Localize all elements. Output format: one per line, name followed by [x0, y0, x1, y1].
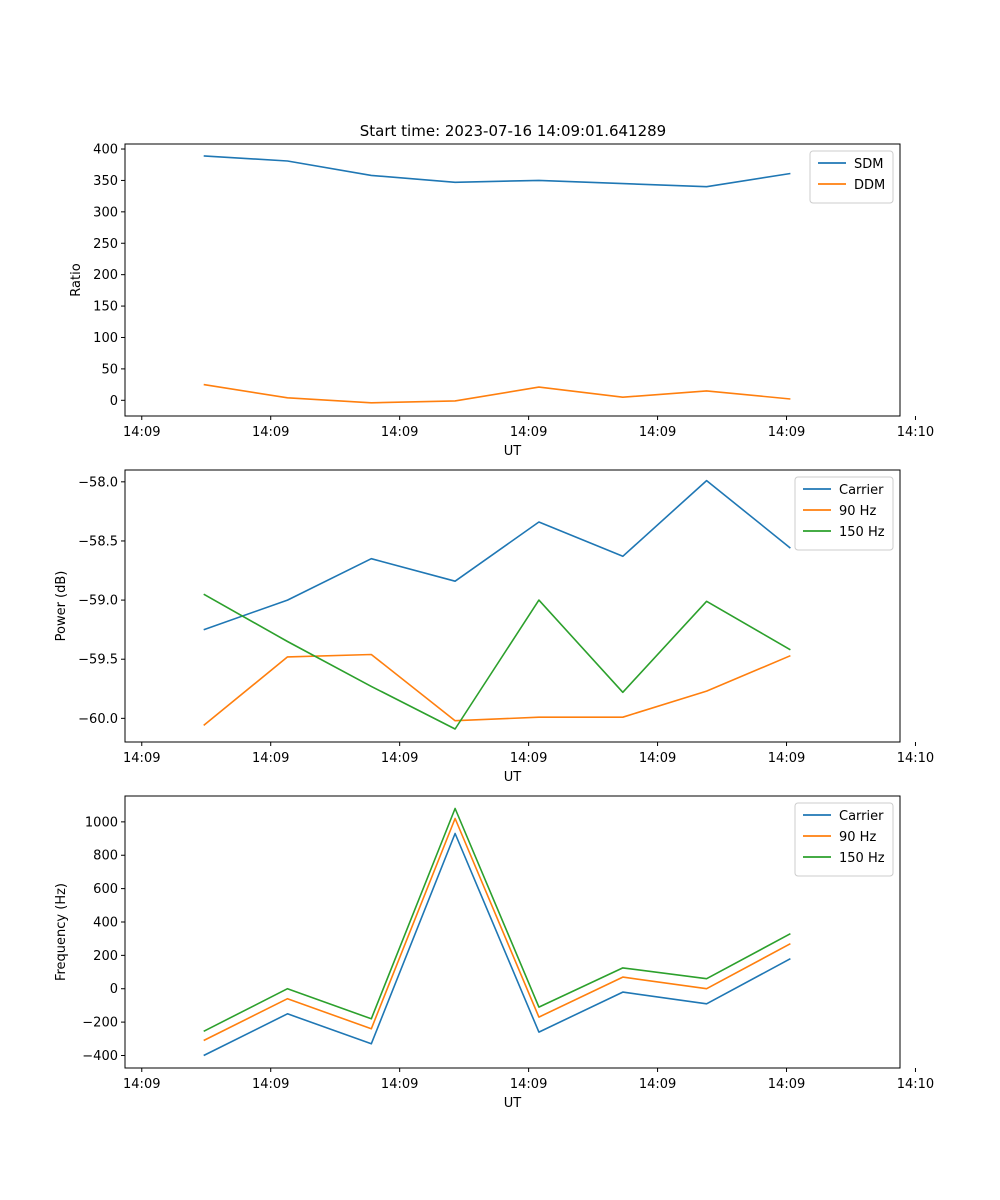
legend-label: Carrier — [839, 483, 884, 498]
x-tick-label: 14:09 — [123, 751, 160, 766]
y-tick-label: 1000 — [85, 815, 118, 830]
x-tick-label: 14:10 — [897, 425, 934, 440]
x-tick-label: 14:09 — [123, 1077, 160, 1092]
chart-panel-3: 14:09 14:09 14:09 14:09 14:09 14:09 14:10 −400 −… — [54, 795, 934, 1111]
legend-label: DDM — [854, 178, 885, 193]
series-line-carrier — [203, 479, 791, 631]
figure-title: Start time: 2023-07-16 14:09:01.641289 — [360, 122, 666, 140]
chart-panel-1: 14:09 14:09 14:09 14:09 14:09 14:09 14:10 0 50 10… — [69, 143, 934, 459]
x-tick-label: 14:10 — [897, 751, 934, 766]
x-axis-label: UT — [504, 770, 522, 785]
y-tick-label: 400 — [93, 143, 118, 158]
y-tick-label: −59.5 — [78, 653, 118, 668]
y-axis-label: Power (dB) — [54, 571, 69, 642]
axes-frame — [124, 469, 901, 743]
y-tick-label: 350 — [93, 174, 118, 189]
y-tick-label: −200 — [82, 1016, 118, 1031]
series-line-ddm — [203, 383, 791, 404]
y-tick-label: −58.0 — [78, 475, 118, 490]
x-tick-label: 14:09 — [510, 751, 547, 766]
x-tick-label: 14:09 — [381, 751, 418, 766]
axes-frame — [124, 143, 901, 417]
y-tick-label: 400 — [93, 915, 118, 930]
y-tick-label: −59.0 — [78, 594, 118, 609]
x-tick-label: 14:10 — [897, 1077, 934, 1092]
y-tick-label: −58.5 — [78, 534, 118, 549]
x-tick-label: 14:09 — [768, 751, 805, 766]
legend-box — [809, 150, 894, 204]
y-tick-label: 200 — [93, 268, 118, 283]
series-line-150-hz — [203, 593, 791, 730]
y-tick-label: 300 — [93, 205, 118, 220]
legend-label: 150 Hz — [839, 525, 885, 540]
x-axis-label: UT — [504, 444, 522, 459]
x-tick-label: 14:09 — [123, 425, 160, 440]
legend-label: 90 Hz — [839, 504, 876, 519]
x-tick-label: 14:09 — [381, 425, 418, 440]
y-tick-label: 50 — [101, 362, 118, 377]
y-tick-label: 0 — [110, 982, 118, 997]
y-tick-label: −400 — [82, 1049, 118, 1064]
y-tick-label: −60.0 — [78, 712, 118, 727]
x-tick-label: 14:09 — [252, 425, 289, 440]
legend-label: 90 Hz — [839, 830, 876, 845]
y-tick-label: 250 — [93, 237, 118, 252]
series-line-150-hz — [203, 807, 791, 1033]
series-line-sdm — [203, 155, 791, 188]
y-axis-label: Ratio — [69, 263, 84, 296]
chart-panel-2: 14:09 14:09 14:09 14:09 14:09 14:09 14:10 −60.0… — [54, 469, 934, 785]
y-tick-label: 0 — [110, 394, 118, 409]
panels: 14:09 14:09 14:09 14:09 14:09 14:09 14:10 0 50 10… — [54, 143, 934, 1111]
x-axis-label: UT — [504, 1096, 522, 1111]
y-tick-label: 150 — [93, 300, 118, 315]
series-line-carrier — [203, 832, 791, 1057]
x-tick-label: 14:09 — [768, 425, 805, 440]
y-axis-label: Frequency (Hz) — [54, 883, 69, 981]
x-tick-label: 14:09 — [510, 425, 547, 440]
x-tick-label: 14:09 — [768, 1077, 805, 1092]
legend-label: 150 Hz — [839, 851, 885, 866]
x-tick-label: 14:09 — [252, 1077, 289, 1092]
x-tick-label: 14:09 — [639, 425, 676, 440]
y-tick-label: 600 — [93, 882, 118, 897]
x-tick-label: 14:09 — [381, 1077, 418, 1092]
x-tick-label: 14:09 — [639, 1077, 676, 1092]
y-tick-label: 200 — [93, 949, 118, 964]
legend-label: SDM — [854, 157, 883, 172]
legend-label: Carrier — [839, 809, 884, 824]
y-tick-label: 100 — [93, 331, 118, 346]
series-line-90-hz — [203, 653, 791, 727]
x-tick-label: 14:09 — [510, 1077, 547, 1092]
y-tick-label: 800 — [93, 849, 118, 864]
axes-frame — [124, 795, 901, 1069]
x-tick-label: 14:09 — [252, 751, 289, 766]
x-tick-label: 14:09 — [639, 751, 676, 766]
series-line-90-hz — [203, 817, 791, 1042]
